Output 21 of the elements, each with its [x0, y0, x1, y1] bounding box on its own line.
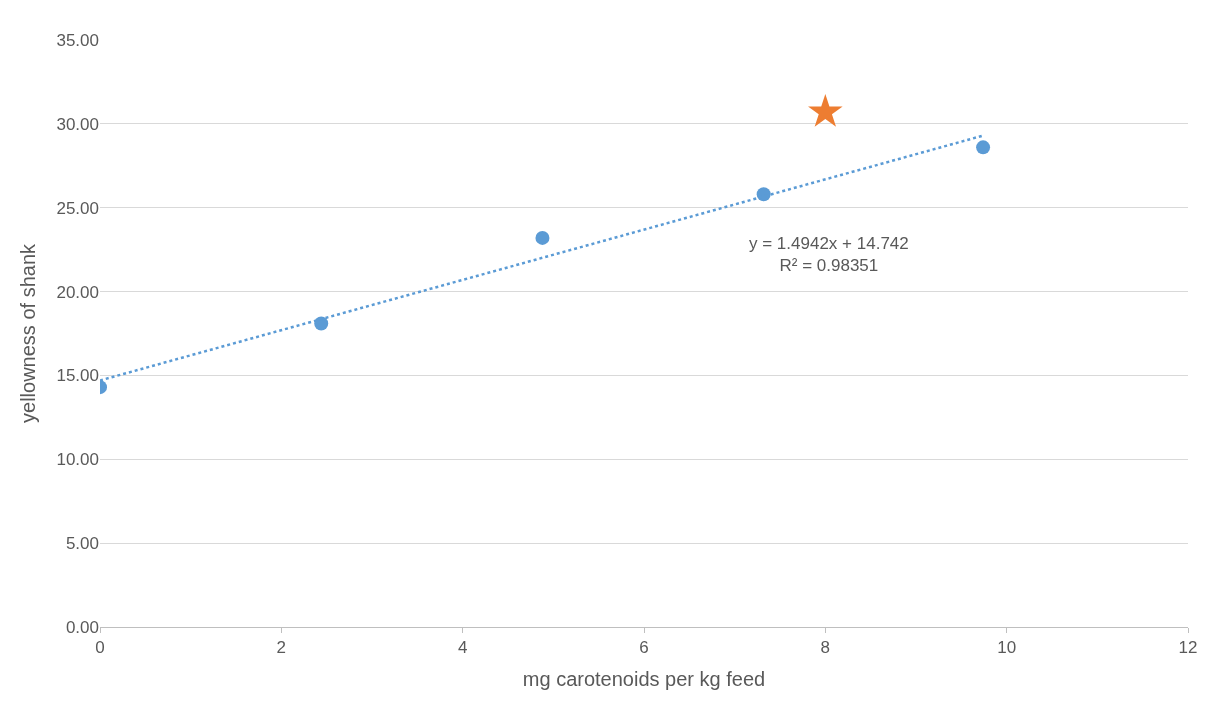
y-tick-label: 20.00: [56, 282, 99, 302]
x-tick-label: 4: [457, 638, 468, 658]
y-axis-title: yellowness of shank: [16, 243, 39, 423]
x-tick-label: 10: [997, 638, 1017, 658]
point: [808, 93, 843, 127]
point: [535, 230, 550, 245]
x-tick-label: 8: [820, 638, 831, 658]
y-tick-label: 25.00: [56, 198, 99, 218]
x-tick-label: 12: [1178, 638, 1198, 658]
y-tick-label: 0.00: [65, 617, 99, 637]
x-tick-label: 6: [639, 638, 649, 658]
y-tick-label: 30.00: [56, 114, 99, 134]
x-tick-label: 0: [95, 638, 105, 658]
y-tick-label: 15.00: [56, 366, 99, 386]
x-axis-title: mg carotenoids per kg feed: [522, 667, 766, 690]
annotation: y = 1.4942x + 14.742 R² = 0.98351: [749, 234, 909, 276]
point: [976, 140, 991, 155]
y-tick-label: 10.00: [56, 450, 99, 470]
x-tick-label: 2: [276, 638, 287, 658]
y-tick-label: 5.00: [65, 534, 99, 554]
y-tick-label: 35.00: [56, 30, 99, 50]
